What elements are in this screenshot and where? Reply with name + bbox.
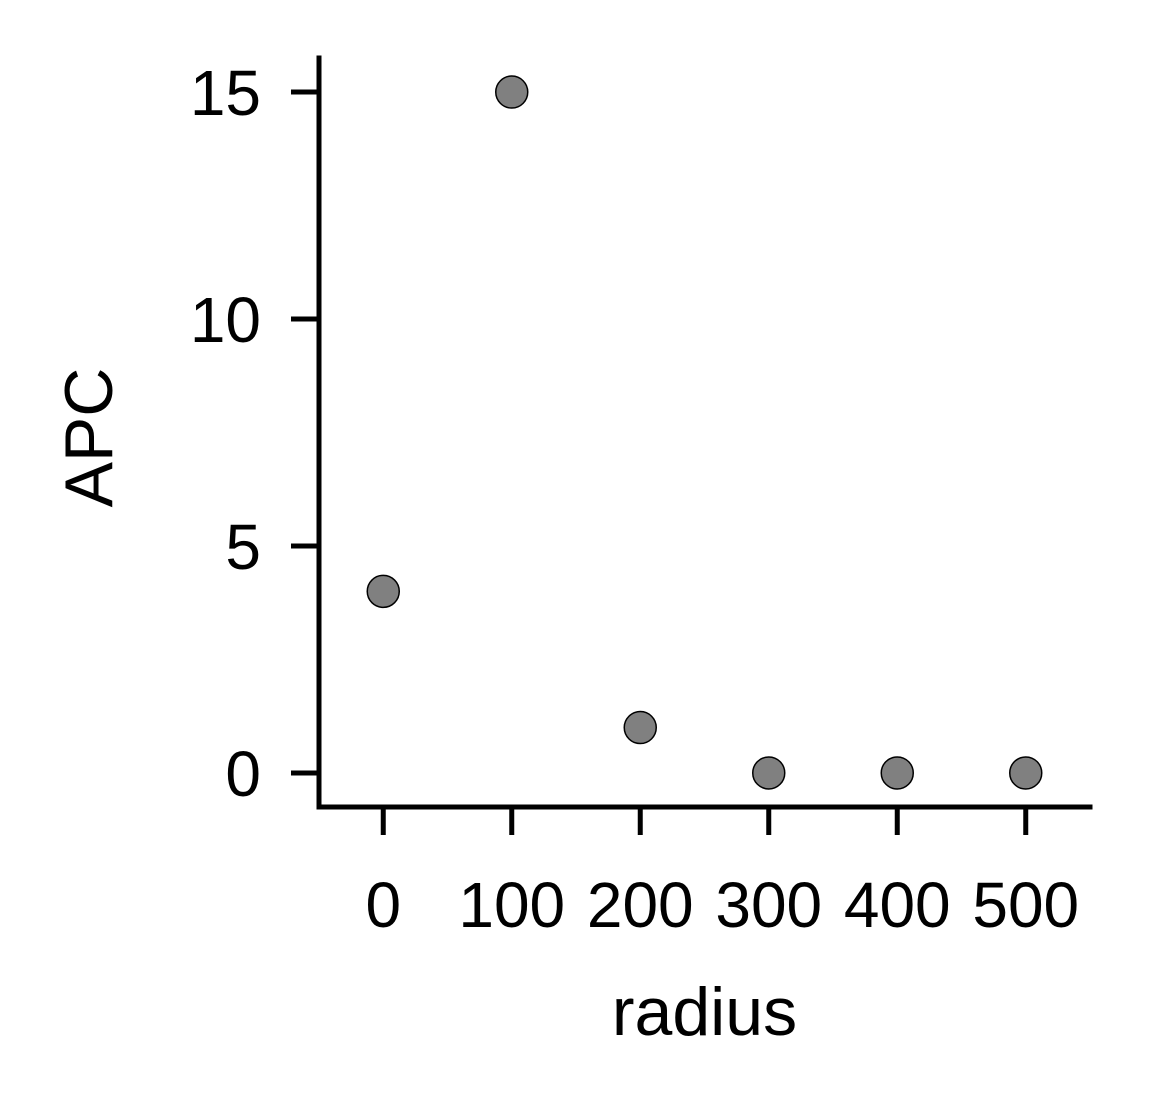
data-point xyxy=(752,756,786,790)
x-tick-label: 200 xyxy=(587,869,694,941)
x-tick-label: 0 xyxy=(365,869,401,941)
x-tick-label: 100 xyxy=(458,869,565,941)
y-axis-title: APC xyxy=(51,368,127,508)
data-points xyxy=(366,75,1043,790)
data-point xyxy=(623,710,657,745)
y-axis-ticks: 0 5 10 15 xyxy=(190,57,319,810)
x-axis-title: radius xyxy=(612,974,797,1050)
data-point xyxy=(366,574,400,609)
data-point xyxy=(1009,756,1043,790)
x-tick-label: 400 xyxy=(844,869,951,941)
x-tick-label: 300 xyxy=(715,869,822,941)
y-tick-label: 5 xyxy=(225,511,261,583)
x-axis-ticks: 0 100 200 300 400 500 xyxy=(365,807,1079,941)
y-tick-label: 0 xyxy=(225,738,261,810)
x-tick-label: 500 xyxy=(972,869,1079,941)
data-point xyxy=(495,75,529,109)
data-point xyxy=(880,756,914,790)
y-tick-label: 15 xyxy=(190,57,261,129)
y-tick-label: 10 xyxy=(190,284,261,356)
